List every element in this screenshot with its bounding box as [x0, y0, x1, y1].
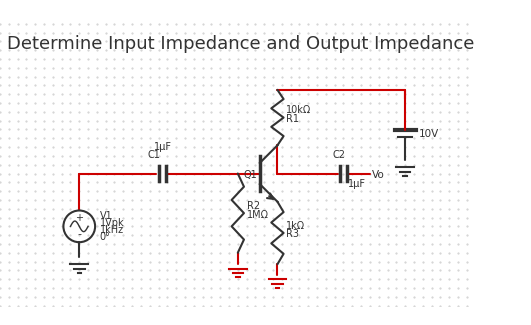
Text: Q1: Q1	[244, 170, 258, 180]
Text: Determine Input Impedance and Output Impedance: Determine Input Impedance and Output Imp…	[7, 35, 474, 53]
Text: 1µF: 1µF	[348, 179, 366, 189]
Text: 1kHz: 1kHz	[99, 226, 124, 235]
Text: -: -	[78, 229, 81, 239]
Text: 1Vpk: 1Vpk	[99, 218, 124, 228]
Text: R3: R3	[286, 229, 299, 239]
Text: 10V: 10V	[418, 129, 439, 139]
Text: 0°: 0°	[99, 232, 110, 242]
Text: R2: R2	[246, 201, 260, 211]
Text: 1µF: 1µF	[154, 142, 172, 152]
Text: C1: C1	[148, 150, 160, 160]
Text: C2: C2	[332, 150, 346, 160]
Text: 1kΩ: 1kΩ	[286, 221, 305, 230]
Text: 1MΩ: 1MΩ	[246, 210, 269, 220]
Text: R1: R1	[286, 114, 299, 124]
Text: Vo: Vo	[372, 170, 384, 180]
Text: 10kΩ: 10kΩ	[286, 105, 312, 115]
Text: +: +	[75, 214, 83, 223]
Text: V1: V1	[99, 211, 112, 221]
